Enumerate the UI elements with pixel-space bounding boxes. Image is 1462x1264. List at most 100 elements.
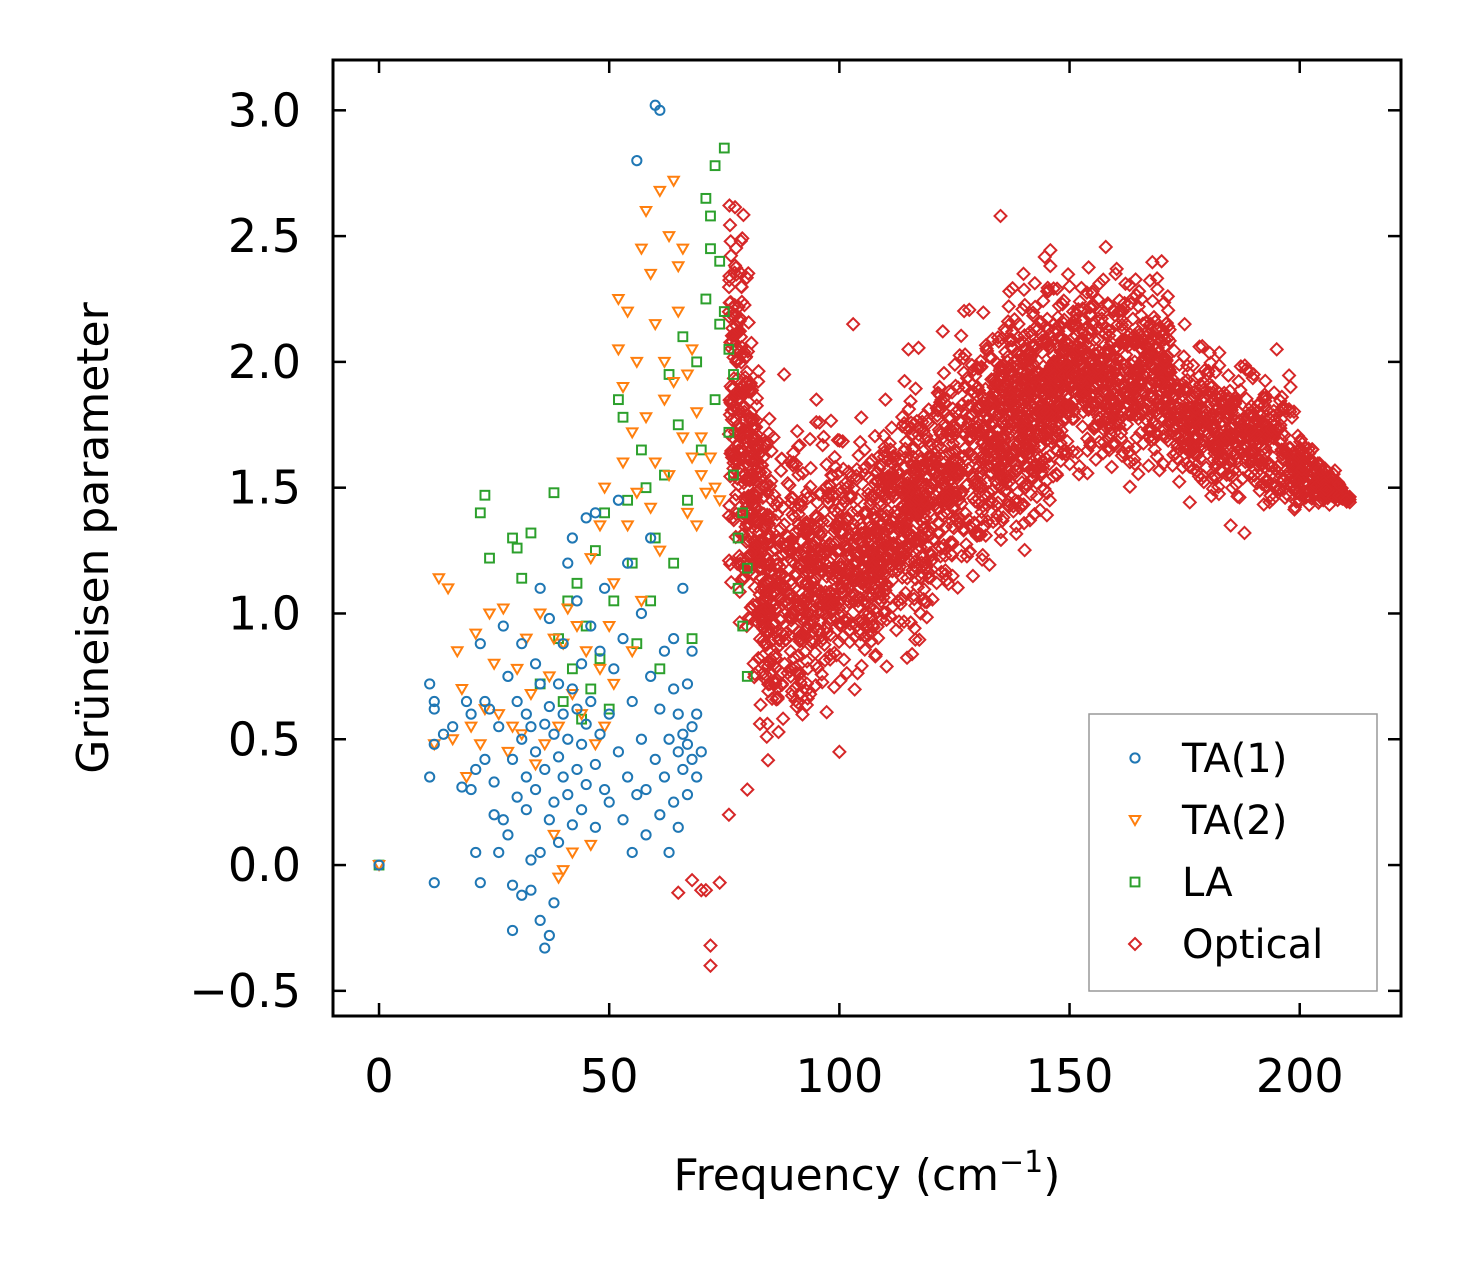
point-optical xyxy=(827,459,843,475)
point-ta1 xyxy=(663,846,675,859)
point-optical xyxy=(787,660,803,675)
point-optical xyxy=(888,622,904,638)
point-la xyxy=(705,243,716,255)
point-optical xyxy=(1025,380,1041,395)
point-optical xyxy=(885,599,901,614)
point-optical xyxy=(722,498,737,514)
point-optical xyxy=(1208,471,1224,487)
point-optical xyxy=(1186,461,1201,477)
point-optical xyxy=(802,560,817,576)
point-optical xyxy=(1272,404,1288,419)
point-optical xyxy=(913,479,929,495)
point-optical xyxy=(1220,406,1236,422)
x-tick-label: 50 xyxy=(580,1049,639,1103)
point-optical xyxy=(870,464,885,480)
point-optical xyxy=(857,505,873,521)
point-optical xyxy=(741,457,757,473)
point-optical xyxy=(1166,343,1182,359)
point-optical xyxy=(832,617,848,633)
point-ta2 xyxy=(491,709,506,722)
point-optical xyxy=(997,452,1013,468)
point-optical xyxy=(831,744,847,760)
point-optical xyxy=(815,631,831,647)
point-ta2 xyxy=(671,261,686,274)
point-optical xyxy=(1066,403,1082,419)
point-ta1 xyxy=(516,733,528,745)
point-optical xyxy=(994,331,1010,346)
point-optical xyxy=(975,461,990,477)
point-optical xyxy=(1272,435,1288,451)
point-optical xyxy=(1095,445,1111,461)
point-optical xyxy=(1166,406,1182,422)
point-optical xyxy=(993,524,1009,540)
point-ta1 xyxy=(677,728,689,740)
point-ta1 xyxy=(589,821,601,833)
point-optical xyxy=(898,450,914,465)
point-optical xyxy=(786,589,802,605)
point-optical xyxy=(819,621,835,637)
point-optical xyxy=(916,582,932,597)
point-optical xyxy=(1165,457,1181,473)
point-optical xyxy=(1224,445,1240,461)
point-optical xyxy=(993,208,1008,224)
legend-label: Optical xyxy=(1182,922,1323,968)
point-optical xyxy=(1154,253,1170,269)
point-optical xyxy=(1141,458,1157,474)
point-ta1 xyxy=(695,746,707,758)
point-optical xyxy=(721,553,737,569)
point-optical xyxy=(866,602,882,618)
point-optical xyxy=(945,508,961,524)
point-optical xyxy=(848,546,864,562)
point-optical xyxy=(1016,357,1031,373)
point-optical xyxy=(735,560,751,576)
point-optical xyxy=(945,436,961,452)
point-optical xyxy=(869,527,885,542)
point-optical xyxy=(1249,412,1265,428)
point-optical xyxy=(737,369,753,385)
point-optical xyxy=(826,596,841,612)
point-optical xyxy=(1256,390,1271,406)
point-la xyxy=(672,419,684,431)
point-ta1 xyxy=(649,753,661,765)
point-ta1 xyxy=(571,763,583,776)
point-optical xyxy=(1064,366,1080,382)
point-optical xyxy=(1138,329,1154,345)
point-optical xyxy=(1099,410,1115,426)
point-ta1 xyxy=(635,607,648,620)
point-optical xyxy=(911,632,927,648)
point-ta2 xyxy=(565,688,580,701)
point-optical xyxy=(1065,304,1081,320)
point-optical xyxy=(712,875,728,891)
point-optical xyxy=(753,609,769,625)
point-la xyxy=(566,663,578,675)
point-optical xyxy=(1247,468,1262,483)
point-optical xyxy=(1033,314,1049,330)
point-optical xyxy=(1041,321,1057,337)
point-optical xyxy=(805,549,821,565)
point-optical xyxy=(969,528,985,544)
point-optical xyxy=(769,506,785,522)
point-ta1 xyxy=(617,633,629,645)
point-optical xyxy=(1157,352,1173,368)
point-optical xyxy=(981,450,997,466)
point-optical xyxy=(1015,401,1031,417)
point-optical xyxy=(767,551,783,567)
point-optical xyxy=(752,716,768,732)
point-optical xyxy=(1200,367,1216,382)
point-la xyxy=(636,444,647,456)
point-ta1 xyxy=(506,879,519,891)
point-ta2 xyxy=(464,721,479,734)
point-optical xyxy=(1016,266,1031,282)
point-optical xyxy=(857,460,873,476)
point-optical xyxy=(698,882,714,898)
point-optical xyxy=(1010,346,1026,362)
point-optical xyxy=(1000,469,1016,485)
point-ta1 xyxy=(635,733,648,745)
point-optical xyxy=(1270,421,1285,437)
point-optical xyxy=(804,556,820,572)
point-ta1 xyxy=(622,557,634,569)
point-optical xyxy=(953,328,969,344)
point-ta1 xyxy=(626,846,638,859)
point-optical xyxy=(1086,346,1102,362)
point-optical xyxy=(841,561,857,577)
